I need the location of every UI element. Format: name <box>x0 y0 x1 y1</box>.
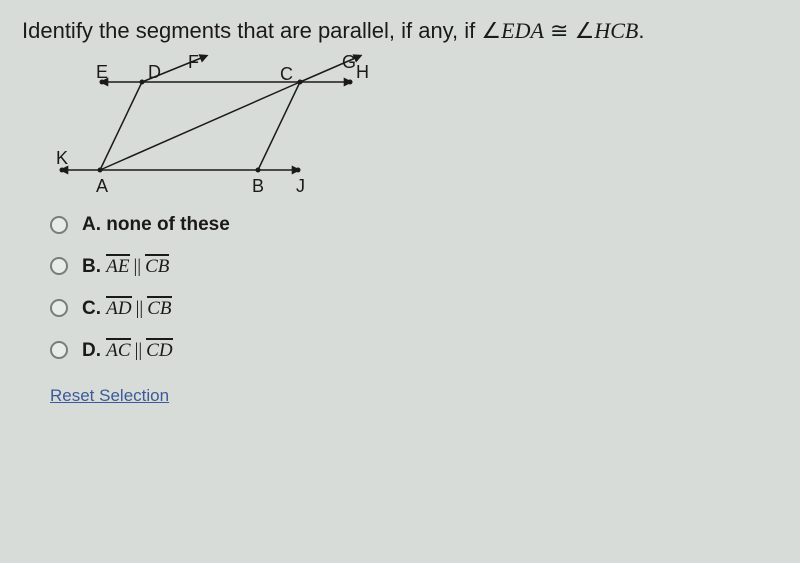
diagram-label-f: F <box>188 52 199 73</box>
option-text-b: B. AE||CB <box>82 254 169 278</box>
options-list: A. none of these B. AE||CB C. AD||CB D. AC|… <box>50 214 778 362</box>
diagram-label-k: K <box>56 148 68 169</box>
diagram-label-e: E <box>96 62 108 83</box>
radio-c[interactable] <box>50 299 68 317</box>
option-d[interactable]: D. AC||CD <box>50 338 778 362</box>
option-b[interactable]: B. AE||CB <box>50 254 778 278</box>
geometry-diagram: EDFCGHKABJ <box>42 52 442 192</box>
diagram-label-h: H <box>356 62 369 83</box>
question-suffix: . <box>638 18 644 43</box>
angle-2: HCB <box>594 18 638 43</box>
option-text-d: D. AC||CD <box>82 338 173 362</box>
diagram-label-d: D <box>148 62 161 83</box>
diagram-label-a: A <box>96 176 108 197</box>
diagram-label-b: B <box>252 176 264 197</box>
reset-selection-link[interactable]: Reset Selection <box>50 386 169 406</box>
option-a[interactable]: A. none of these <box>50 214 778 236</box>
question-text: Identify the segments that are parallel,… <box>22 18 778 44</box>
radio-b[interactable] <box>50 257 68 275</box>
option-text-c: C. AD||CB <box>82 296 172 320</box>
diagram-label-c: C <box>280 64 293 85</box>
option-text-a: A. none of these <box>82 214 230 236</box>
option-c[interactable]: C. AD||CB <box>50 296 778 320</box>
angle-1: EDA <box>501 18 544 43</box>
question-prefix: Identify the segments that are parallel,… <box>22 18 481 43</box>
diagram-label-g: G <box>342 52 356 73</box>
congruent-symbol: ≅ <box>550 18 568 43</box>
radio-a[interactable] <box>50 216 68 234</box>
diagram-label-j: J <box>296 176 305 197</box>
radio-d[interactable] <box>50 341 68 359</box>
